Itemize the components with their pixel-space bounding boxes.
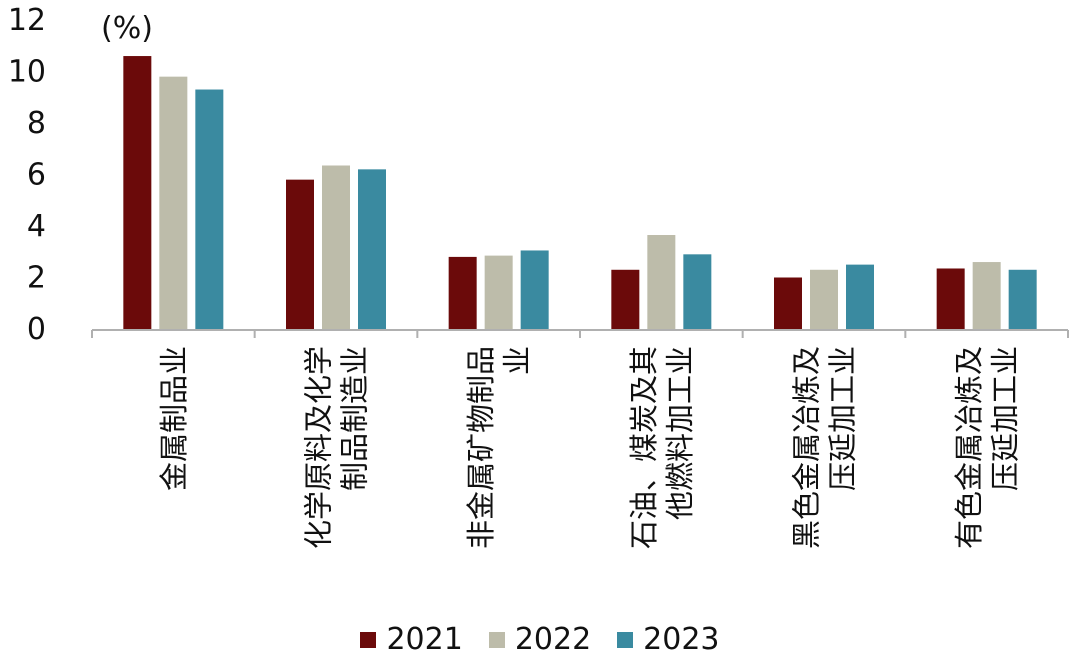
x-category-label-line: 制品制造业 [337,346,371,491]
x-category-label-line: 非金属矿物制品 [464,346,498,549]
bar-2021-5 [936,268,965,329]
bar-2021-4 [774,277,802,329]
legend-item: 2023 [617,622,720,657]
bar-2022-5 [972,262,1001,329]
bar-2023-4 [846,264,874,329]
x-category-label-line: 他燃料加工业 [663,346,697,520]
y-tick-label: 8 [27,106,46,141]
y-unit-label: (%) [101,11,153,46]
legend-label: 2021 [386,622,463,657]
bar-2021-1 [286,179,314,329]
bar-2022-0 [159,76,188,330]
bar-2021-2 [448,256,477,329]
x-category-label-line: 业 [500,346,534,375]
bar-2022-4 [810,269,838,329]
y-tick-label: 6 [27,158,46,193]
legend-swatch [617,632,634,648]
legend-swatch [488,632,505,648]
x-category-label: 化学原料及化学 制品制造业 [301,346,371,549]
legend-swatch [360,632,377,648]
legend-label: 2022 [514,622,592,657]
y-tick-label: 4 [27,209,46,244]
legend-item: 2021 [360,622,463,657]
bar-2022-2 [484,255,513,329]
x-category-label-line: 黑色金属冶炼及 [789,346,823,549]
x-category-label: 金属制品业 [157,346,191,491]
bar-2023-1 [358,169,386,329]
y-tick-label: 10 [8,55,46,90]
bar-2023-5 [1008,269,1037,329]
legend: 2021 2022 2023 [0,618,1080,662]
x-category-label-line: 石油、煤炭及其 [627,346,661,549]
bar-2021-0 [123,56,152,330]
x-category-label-line: 有色金属冶炼及 [952,346,986,549]
bar-2021-3 [611,269,640,329]
bar-2023-3 [683,254,712,329]
legend-item: 2022 [488,622,592,657]
y-tick-label: 2 [27,261,46,296]
x-category-label-line: 压延加工业 [825,346,859,491]
x-category-label-line: 压延加工业 [988,346,1022,491]
y-tick-label: 0 [27,312,46,347]
y-tick-label: 12 [8,3,46,38]
bar-2023-0 [195,89,224,330]
bar-2023-2 [520,250,549,329]
x-category-label: 黑色金属冶炼及 压延加工业 [789,346,859,549]
x-category-label: 非金属矿物制品业 [464,346,534,549]
x-category-label-line: 金属制品业 [157,346,191,491]
x-category-label: 有色金属冶炼及 压延加工业 [952,346,1022,549]
bar-2022-3 [647,235,676,329]
x-category-label: 石油、煤炭及其 他燃料加工业 [627,346,697,549]
bar-2022-1 [322,165,350,329]
legend-label: 2023 [643,622,720,657]
x-category-label-line: 化学原料及化学 [301,346,335,549]
